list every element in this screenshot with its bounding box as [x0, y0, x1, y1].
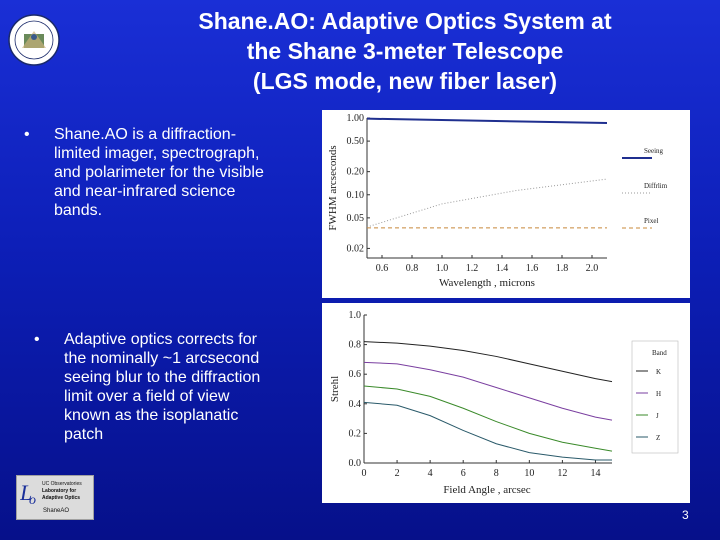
fwhm-x-tick-label: 0.6: [376, 263, 389, 274]
lab-logo: L o UC Observatories Laboratory for Adap…: [16, 475, 94, 520]
fwhm-y-tick-label: 0.02: [347, 243, 365, 254]
bullet-2-line: seeing blur to the diffraction: [64, 369, 261, 386]
bullet-2: • Adaptive optics corrects for the nomin…: [34, 330, 324, 460]
fwhm-y-tick-label: 0.05: [347, 213, 365, 224]
fwhm-x-tick-label: 1.4: [496, 263, 509, 274]
svg-text:L: L: [20, 480, 32, 505]
strehl-y-axis-label: Strehl: [329, 376, 341, 402]
fwhm-series-seeing: [366, 117, 608, 125]
strehl-x-tick-label: 4: [428, 468, 433, 479]
lab-logo-line-3: Adaptive Optics: [42, 495, 81, 501]
bullet-1-line: limited imager, spectrograph,: [54, 145, 260, 162]
fwhm-y-tick-label: 1.00: [347, 113, 365, 124]
fwhm-chart-svg: FWHM arcseconds Wavelength , microns 0.6…: [327, 113, 668, 289]
strehl-y-tick-label: 0.6: [349, 369, 362, 380]
fwhm-x-tick-label: 1.6: [526, 263, 539, 274]
strehl-y-tick-label: 0.2: [349, 428, 362, 439]
strehl-y-tick-label: 0.0: [349, 458, 362, 469]
strehl-y-tick-label: 0.8: [349, 340, 362, 351]
fwhm-x-axis-label: Wavelength , microns: [439, 277, 535, 289]
title-line-3: (LGS mode, new fiber laser): [252, 68, 558, 94]
strehl-x-tick-label: 12: [557, 468, 567, 479]
fwhm-y-tick-label: 0.20: [347, 167, 365, 178]
strehl-legend-title: Band: [652, 349, 667, 357]
bullet-1-line: Shane.AO is a diffraction-: [54, 126, 237, 143]
fwhm-chart: FWHM arcseconds Wavelength , microns 0.6…: [322, 110, 690, 298]
strehl-x-tick-label: 8: [494, 468, 499, 479]
fwhm-x-tick-label: 1.0: [436, 263, 449, 274]
bullet-2-line: patch: [64, 426, 104, 443]
strehl-series-k: [363, 341, 613, 383]
fwhm-y-axis-label: FWHM arcseconds: [327, 145, 339, 230]
fwhm-legend-label: Diffrlim: [644, 182, 668, 190]
slide-title: Shane.AO: Adaptive Optics System at the …: [140, 6, 670, 96]
strehl-legend-label: J: [656, 412, 659, 420]
strehl-legend-label: H: [656, 390, 661, 398]
title-line-2: the Shane 3-meter Telescope: [246, 38, 564, 64]
strehl-legend-label: K: [656, 368, 661, 376]
bullet-2-line: the nominally ~1 arcsecond: [64, 350, 260, 367]
fwhm-x-tick-label: 2.0: [586, 263, 599, 274]
bullet-1-line: and polarimeter for the visible: [54, 164, 264, 181]
title-line-1: Shane.AO: Adaptive Optics System at: [198, 8, 612, 34]
bullet-2-line: Adaptive optics corrects for: [64, 331, 257, 348]
lab-logo-line-2: Laboratory for: [42, 488, 77, 494]
bullet-1: • Shane.AO is a diffraction- limited ima…: [24, 125, 324, 235]
bullet-1-marker: •: [24, 126, 30, 143]
strehl-chart: Strehl Field Angle , arcsec 0 2 4 6 8 10 12 14 0…: [322, 303, 690, 503]
strehl-series-z: [363, 401, 612, 461]
strehl-x-tick-label: 6: [461, 468, 466, 479]
strehl-x-tick-label: 2: [395, 468, 400, 479]
fwhm-y-tick-label: 0.50: [347, 136, 365, 147]
svg-text:o: o: [29, 493, 36, 506]
strehl-x-tick-label: 0: [362, 468, 367, 479]
fwhm-legend-label: Seeing: [644, 147, 664, 155]
strehl-x-tick-label: 10: [524, 468, 534, 479]
strehl-x-axis-label: Field Angle , arcsec: [443, 484, 530, 496]
fwhm-x-tick-label: 0.8: [406, 263, 419, 274]
lab-logo-mark-icon: L o: [20, 480, 36, 506]
strehl-series-h: [363, 361, 613, 421]
bullet-1-line: bands.: [54, 202, 103, 219]
fwhm-series-diffrlim: [366, 178, 608, 228]
bullet-2-marker: •: [34, 331, 40, 348]
page-number: 3: [682, 508, 689, 522]
strehl-chart-svg: Strehl Field Angle , arcsec 0 2 4 6 8 10 12 14 0…: [329, 310, 679, 496]
fwhm-y-tick-label: 0.10: [347, 190, 365, 201]
university-seal-logo: [8, 14, 60, 66]
strehl-y-tick-label: 1.0: [349, 310, 362, 321]
lab-logo-line-4: ShaneAO: [43, 508, 70, 514]
fwhm-x-tick-label: 1.8: [556, 263, 569, 274]
strehl-legend-box: [631, 340, 679, 454]
strehl-y-tick-label: 0.4: [349, 399, 362, 410]
bullet-2-line: known as the isoplanatic: [64, 407, 239, 424]
fwhm-legend-label: Pixel: [644, 217, 658, 225]
fwhm-x-tick-label: 1.2: [466, 263, 479, 274]
strehl-x-tick-label: 14: [590, 468, 600, 479]
strehl-legend-label: Z: [656, 434, 660, 442]
bullet-2-line: limit over a field of view: [64, 388, 230, 405]
strehl-series-j: [363, 385, 613, 452]
lab-logo-line-1: UC Observatories: [42, 481, 82, 487]
bullet-1-line: and near-infrared science: [54, 183, 236, 200]
